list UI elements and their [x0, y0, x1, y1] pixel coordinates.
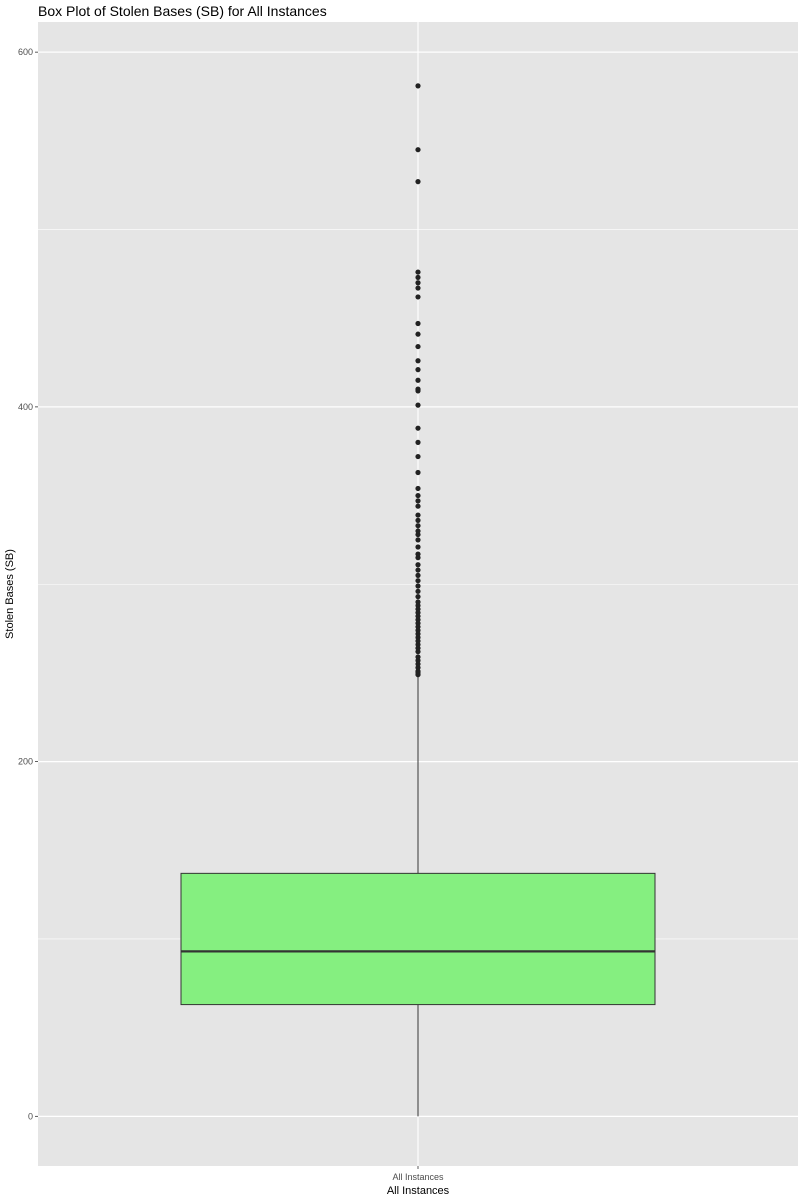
outlier-point — [415, 531, 421, 538]
outlier-point — [415, 578, 421, 584]
x-tick-label: All Instances — [392, 1172, 444, 1182]
outlier-point — [415, 572, 421, 578]
outlier-point — [415, 453, 421, 460]
outlier-point — [415, 285, 421, 291]
outlier-point — [415, 583, 421, 589]
outlier-point — [415, 517, 421, 523]
iqr-box — [180, 872, 656, 1006]
outlier-point — [415, 503, 421, 509]
y-tick-label: 400 — [18, 402, 33, 412]
outlier-point — [415, 367, 421, 373]
outlier-point — [415, 147, 421, 153]
outlier-point — [415, 485, 421, 492]
x-axis-ticks: All Instances — [392, 1166, 444, 1182]
outlier-point — [415, 555, 421, 561]
outlier-point — [415, 343, 421, 350]
outlier-point — [415, 588, 421, 594]
y-axis-title: Stolen Bases (SB) — [4, 549, 16, 639]
outlier-point — [415, 294, 421, 300]
outlier-point — [415, 269, 421, 275]
y-tick-label: 200 — [18, 757, 33, 767]
outlier-point — [415, 562, 421, 568]
outlier-point — [415, 567, 421, 573]
outlier-point — [415, 523, 421, 529]
x-axis-title: All Instances — [387, 1185, 450, 1197]
outlier-point — [415, 512, 421, 518]
outlier-point — [415, 439, 421, 445]
y-tick-label: 600 — [18, 47, 33, 57]
outlier-point — [415, 594, 421, 600]
chart-title: Box Plot of Stolen Bases (SB) for All In… — [38, 3, 327, 19]
outlier-point — [415, 377, 421, 383]
outlier-point — [415, 649, 421, 655]
outlier-point — [415, 469, 421, 476]
box-layer — [180, 676, 656, 1117]
outlier-point — [415, 280, 421, 286]
outlier-point — [415, 358, 421, 364]
outlier-point — [415, 388, 421, 394]
outlier-point — [415, 402, 421, 408]
outlier-point — [415, 672, 421, 678]
outlier-point — [415, 492, 421, 499]
outlier-point — [415, 544, 421, 550]
outlier-point — [415, 537, 421, 543]
outlier-point — [415, 331, 421, 337]
outlier-point — [415, 179, 421, 185]
y-axis-ticks: 0 200 400 600 — [18, 47, 38, 1121]
outlier-points — [415, 83, 421, 678]
outlier-point — [415, 274, 421, 281]
outlier-point — [415, 83, 421, 89]
outlier-point — [415, 320, 421, 327]
y-tick-label: 0 — [28, 1111, 33, 1121]
outlier-point — [415, 425, 421, 431]
outlier-point — [415, 498, 421, 504]
